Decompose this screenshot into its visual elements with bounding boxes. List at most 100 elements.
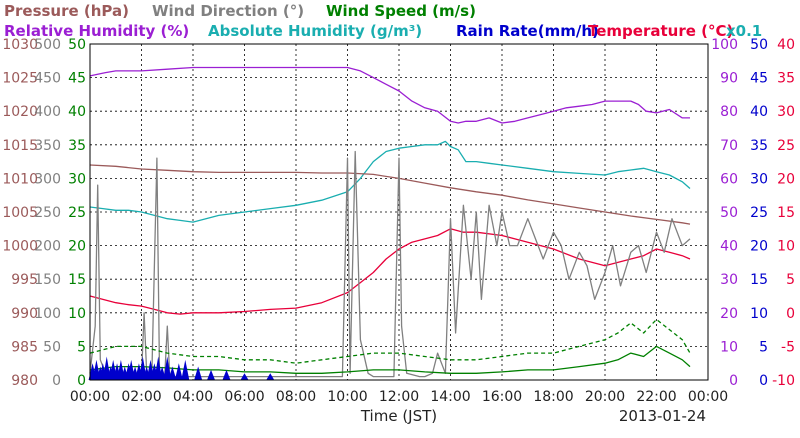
rain_rate-tick-label: 45: [750, 71, 768, 87]
humidity-tick-label: 70: [720, 138, 738, 154]
humidity-tick-label: 10: [720, 339, 738, 355]
legend-entry: Wind Speed (m/s): [326, 2, 476, 20]
x-tick-label: 10:00: [327, 389, 367, 405]
temperature-tick-label: 0: [786, 306, 795, 322]
temperature-tick-label: -10: [772, 373, 795, 389]
tick-layer: 00:00 02:00 04:00 06:00 08:00 10:00 12:00 14:00…: [2, 37, 795, 405]
temperature-tick-label: 40: [777, 37, 795, 53]
rain_rate-tick-label: 20: [750, 239, 768, 255]
temperature-tick-label: 5: [786, 272, 795, 288]
x-tick-label: 18:00: [533, 389, 573, 405]
temperature-tick-label: 15: [777, 205, 795, 221]
wind_speed-tick-label: 5: [77, 339, 86, 355]
pressure-tick-label: 1015: [2, 138, 38, 154]
x-tick-label: 08:00: [276, 389, 316, 405]
humidity-series-line: [89, 140, 691, 223]
legend: Pressure (hPa) Wind Direction (°) Wind Spe…: [4, 2, 762, 40]
legend-entry: Pressure (hPa): [4, 2, 129, 20]
wind_direction-tick-label: 150: [34, 272, 61, 288]
temperature-tick-label: -5: [781, 339, 795, 355]
date-label: 2013-01-24: [619, 407, 706, 425]
x-tick-label: 00:00: [688, 389, 728, 405]
rain_rate-tick-label: 15: [750, 272, 768, 288]
humidity-tick-label: 40: [720, 239, 738, 255]
humidity-tick-label: 90: [720, 71, 738, 87]
humidity-tick-label: 80: [720, 104, 738, 120]
humidity-tick-label: 100: [711, 37, 738, 53]
wind_speed-tick-label: 10: [68, 306, 86, 322]
rain-rate-spike: [240, 373, 249, 380]
rain-rate-spike: [168, 366, 177, 380]
rain_rate-tick-label: 0: [759, 373, 768, 389]
wind_speed-tick-label: 0: [77, 373, 86, 389]
rain_rate-tick-label: 40: [750, 104, 768, 120]
wind_speed-tick-label: 15: [68, 272, 86, 288]
wind_direction-series-line: [89, 150, 691, 378]
wind_direction-tick-label: 450: [34, 71, 61, 87]
wind_direction-tick-label: 350: [34, 138, 61, 154]
x-tick-label: 02:00: [121, 389, 161, 405]
series-layer: [88, 66, 691, 380]
wind_speed-tick-label: 45: [68, 71, 86, 87]
x-tick-label: 20:00: [585, 389, 625, 405]
temperature-tick-label: 25: [777, 138, 795, 154]
plot-frame: [89, 43, 709, 381]
pressure-tick-label: 1020: [2, 104, 38, 120]
wind_direction-tick-label: 500: [34, 37, 61, 53]
humidity-tick-label: 0: [729, 373, 738, 389]
pressure-tick-label: 1000: [2, 239, 38, 255]
pressure-tick-label: 1030: [2, 37, 38, 53]
wind_direction-tick-label: 50: [43, 339, 61, 355]
pressure-tick-label: 980: [11, 373, 38, 389]
rain_rate-tick-label: 5: [759, 339, 768, 355]
rain_rate-tick-label: 25: [750, 205, 768, 221]
humidity-tick-label: 20: [720, 306, 738, 322]
humidity-tick-label: 50: [720, 205, 738, 221]
wind_direction-tick-label: 300: [34, 171, 61, 187]
legend-entry: Relative Humidity (%): [4, 22, 189, 40]
temperature-series-line: [89, 228, 691, 315]
humidity-tick-label: 30: [720, 272, 738, 288]
rain-rate-spike: [181, 359, 190, 380]
wind_direction-tick-label: 250: [34, 205, 61, 221]
x-tick-label: 22:00: [636, 389, 676, 405]
wind_speed-tick-label: 20: [68, 239, 86, 255]
pressure-tick-label: 1010: [2, 171, 38, 187]
pressure-tick-label: 995: [11, 272, 38, 288]
legend-entry: x0.1: [726, 22, 762, 40]
pressure-tick-label: 1005: [2, 205, 38, 221]
x-tick-label: 04:00: [173, 389, 213, 405]
wind_speed-tick-label: 25: [68, 205, 86, 221]
pressure-tick-label: 990: [11, 306, 38, 322]
rain-rate-spike: [207, 369, 216, 380]
x-tick-label: 12:00: [379, 389, 419, 405]
x-axis-label: Time (JST): [360, 407, 437, 425]
humidity-series-line: [89, 66, 690, 124]
wind_speed-tick-label: 30: [68, 171, 86, 187]
rain-rate-spike: [266, 373, 275, 380]
x-tick-label: 06:00: [224, 389, 264, 405]
x-tick-label: 16:00: [482, 389, 522, 405]
rain_rate-tick-label: 10: [750, 306, 768, 322]
pressure-tick-label: 1025: [2, 71, 38, 87]
legend-entry: Wind Direction (°): [152, 2, 304, 20]
legend-entry: Absolute Humidity (g/m³): [208, 22, 422, 40]
wind_speed-tick-label: 40: [68, 104, 86, 120]
wind_direction-tick-label: 400: [34, 104, 61, 120]
legend-entry: Rain Rate(mm/h): [456, 22, 599, 40]
wind_direction-tick-label: 0: [52, 373, 61, 389]
wind_speed-series-line: [89, 318, 691, 364]
x-tick-label: 00:00: [70, 389, 110, 405]
wind_speed-tick-label: 50: [68, 37, 86, 53]
rain-rate-spike: [174, 363, 183, 380]
rain_rate-tick-label: 30: [750, 171, 768, 187]
temperature-tick-label: 35: [777, 71, 795, 87]
x-tick-label: 14:00: [430, 389, 470, 405]
temperature-tick-label: 20: [777, 171, 795, 187]
wind_speed-series-line: [89, 345, 691, 374]
rain_rate-tick-label: 35: [750, 138, 768, 154]
temperature-tick-label: 30: [777, 104, 795, 120]
rain-rate-spike: [222, 369, 231, 380]
